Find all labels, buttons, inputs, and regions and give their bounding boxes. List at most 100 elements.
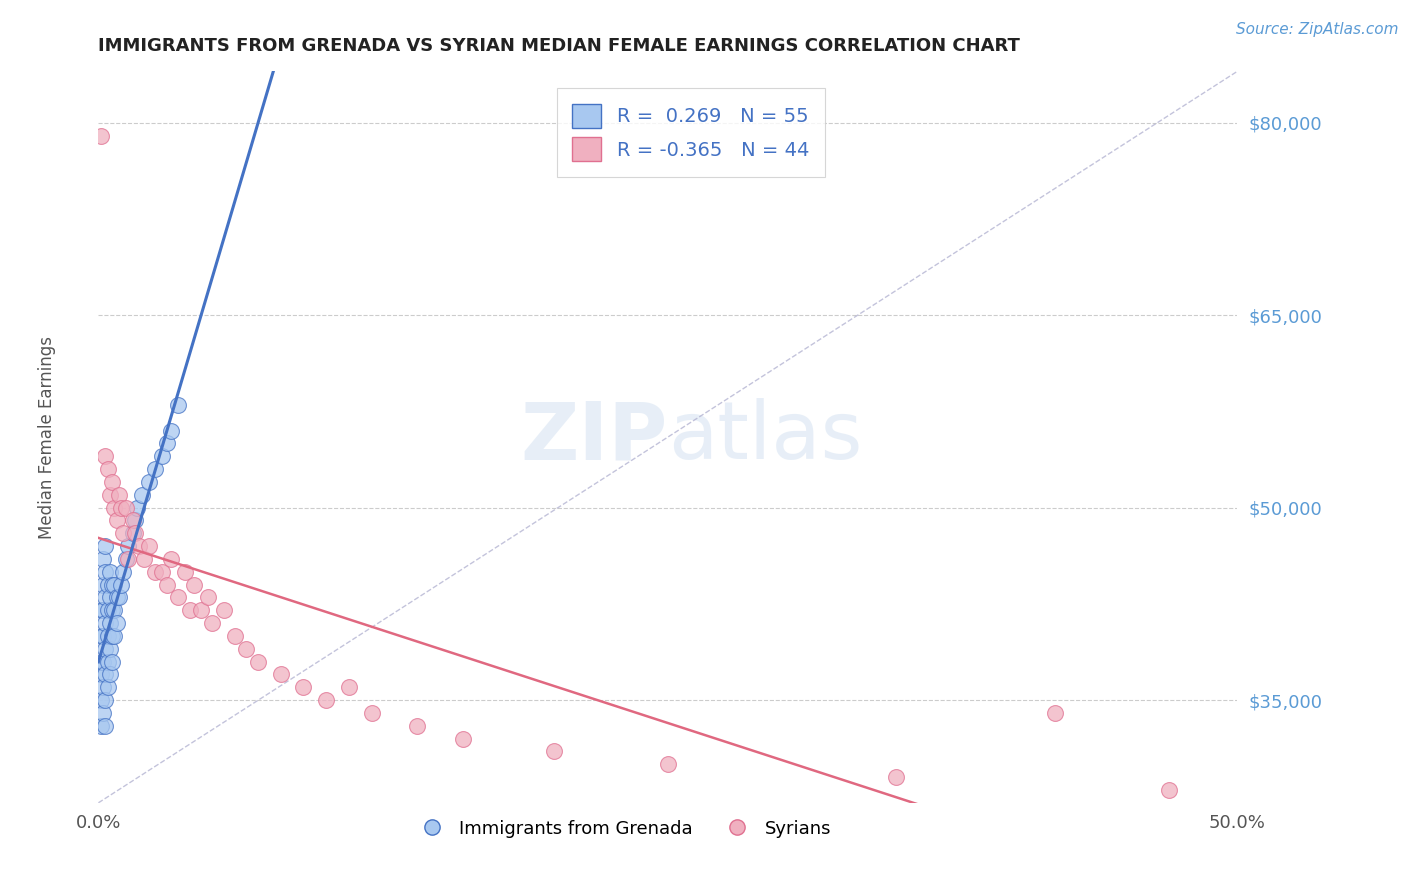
Point [114,500,136,515]
Point [884,770,907,784]
Point [103,577,125,591]
Point [128,539,150,553]
Point [124,514,146,528]
Point [174,565,197,579]
Point [112,565,135,579]
Point [406,719,429,733]
Point [91,706,114,720]
Point [98,616,121,631]
Point [132,552,155,566]
Point [1157,783,1180,797]
Point [183,577,205,591]
Point [117,539,139,553]
Point [167,398,190,412]
Point [108,591,131,605]
Point [91,603,114,617]
Point [451,731,474,746]
Point [127,500,149,515]
Point [114,552,136,566]
Point [96,655,118,669]
Point [101,655,124,669]
Point [121,514,143,528]
Point [160,424,183,438]
Point [105,514,128,528]
Point [121,526,143,541]
Point [91,655,114,669]
Point [179,603,201,617]
Point [235,641,257,656]
Point [101,475,124,489]
Text: ZIP: ZIP [520,398,668,476]
Point [117,552,139,566]
Point [190,603,212,617]
Point [91,552,114,566]
Point [138,475,160,489]
Point [94,667,117,681]
Point [124,526,146,541]
Point [360,706,382,720]
Point [90,655,112,669]
Point [197,591,219,605]
Point [270,667,292,681]
Point [103,629,125,643]
Point [94,539,117,553]
Point [96,629,118,643]
Point [112,526,135,541]
Text: atlas: atlas [668,398,862,476]
Point [657,757,679,772]
Point [91,681,114,695]
Point [315,693,337,707]
Point [98,565,121,579]
Point [131,488,153,502]
Point [94,616,117,631]
Point [94,450,117,464]
Point [90,603,112,617]
Point [90,719,112,733]
Point [101,629,124,643]
Point [292,681,315,695]
Point [101,577,124,591]
Text: Source: ZipAtlas.com: Source: ZipAtlas.com [1236,22,1399,37]
Legend: Immigrants from Grenada, Syrians: Immigrants from Grenada, Syrians [406,813,838,845]
Point [94,641,117,656]
Point [96,462,118,476]
Point [224,629,246,643]
Point [103,500,125,515]
Point [212,603,235,617]
Point [246,655,269,669]
Point [138,539,160,553]
Point [98,641,121,656]
Point [110,500,132,515]
Text: Median Female Earnings: Median Female Earnings [38,335,56,539]
Point [98,667,121,681]
Point [167,591,190,605]
Point [150,450,173,464]
Point [90,629,112,643]
Point [94,591,117,605]
Point [96,681,118,695]
Point [108,488,131,502]
Point [105,591,128,605]
Point [543,744,565,758]
Point [96,577,118,591]
Point [94,565,117,579]
Point [91,577,114,591]
Point [156,577,179,591]
Point [150,565,173,579]
Point [101,603,124,617]
Point [337,681,360,695]
Point [160,552,183,566]
Point [98,488,121,502]
Point [94,719,117,733]
Text: IMMIGRANTS FROM GRENADA VS SYRIAN MEDIAN FEMALE EARNINGS CORRELATION CHART: IMMIGRANTS FROM GRENADA VS SYRIAN MEDIAN… [98,37,1021,54]
Point [145,462,167,476]
Point [105,616,128,631]
Point [110,577,132,591]
Point [145,565,167,579]
Point [91,629,114,643]
Point [94,693,117,707]
Point [1043,706,1066,720]
Point [156,436,179,450]
Point [201,616,224,631]
Point [103,603,125,617]
